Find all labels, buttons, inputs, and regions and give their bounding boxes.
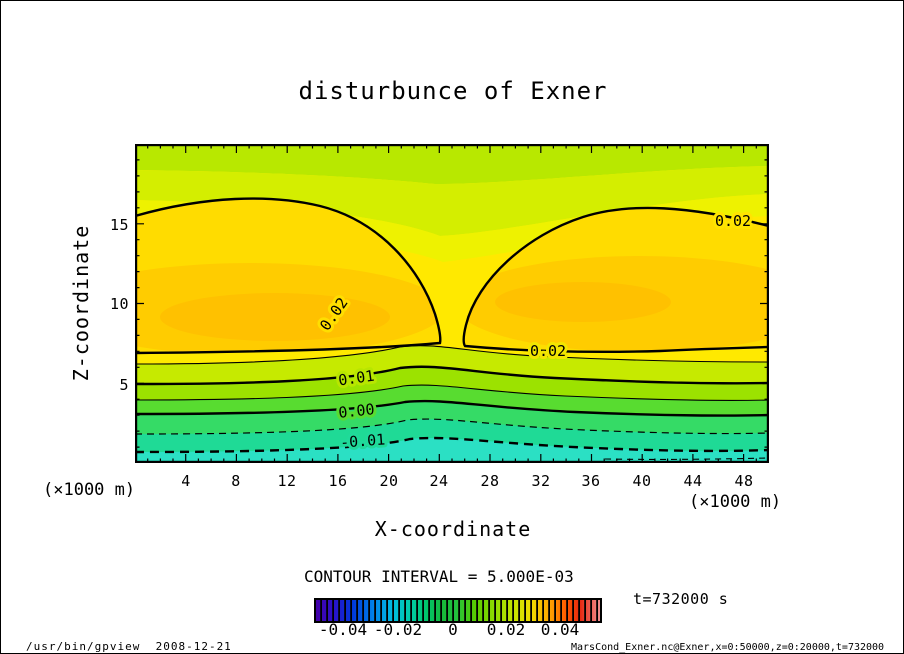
contour-line-0.005	[134, 384, 770, 401]
contour-plot: 0.02 0.02 0.02 0.01 0.00 -0.01	[134, 143, 770, 464]
x-tick-12: 12	[277, 472, 297, 490]
x-tick-20: 20	[379, 472, 399, 490]
colorbar-tick-0.04: 0.04	[540, 620, 580, 639]
x-unit-right: (×1000 m)	[689, 492, 782, 512]
footer-data-source: MarsCond_Exner.nc@Exner,x=0:50000,z=0:20…	[571, 642, 885, 653]
contour-label-0.00: 0.00	[338, 400, 376, 422]
contour-line-0.00	[134, 399, 770, 417]
axis-ticks	[135, 144, 769, 463]
colorbar	[314, 598, 602, 623]
x-tick-48: 48	[734, 472, 754, 490]
contour-label-0.02-right: 0.02	[715, 212, 751, 230]
colorbar-tick-0.02: 0.02	[486, 620, 526, 639]
contour-line--0.015-partial	[604, 457, 770, 460]
contour-label--0.01: -0.01	[340, 430, 386, 451]
y-tick-10: 10	[109, 295, 129, 313]
x-tick-16: 16	[328, 472, 348, 490]
y-tick-15: 15	[109, 216, 129, 234]
colorbar-tick-0: 0	[448, 620, 458, 639]
contour-line--0.01	[134, 436, 770, 454]
x-tick-8: 8	[231, 472, 241, 490]
colorbar-tick--0.04: -0.04	[318, 620, 368, 639]
time-annotation: t=732000 s	[633, 590, 729, 608]
fill-bands	[135, 144, 769, 463]
contour-line--0.005	[134, 418, 770, 435]
y-tick-5: 5	[119, 376, 129, 394]
footer-command-date: /usr/bin/gpview 2008-12-21	[26, 640, 232, 653]
contour-lines	[134, 197, 770, 460]
plot-frame	[134, 143, 770, 464]
x-tick-24: 24	[429, 472, 449, 490]
x-axis-label: X-coordinate	[374, 517, 532, 541]
contour-label-0.02-mid: 0.02	[530, 342, 566, 360]
x-tick-28: 28	[480, 472, 500, 490]
contour-interval-note: CONTOUR INTERVAL = 5.000E-03	[304, 567, 574, 586]
contour-line-0.01	[134, 365, 770, 386]
contour-line-0.02-left	[134, 197, 442, 355]
x-tick-4: 4	[181, 472, 191, 490]
x-tick-44: 44	[683, 472, 703, 490]
y-axis-label: Z-coordinate	[69, 224, 93, 382]
contour-plot-canvas: 0.02 0.02 0.02 0.01 0.00 -0.01	[134, 143, 770, 464]
plot-title: disturbunce of Exner	[298, 77, 608, 105]
contour-line-0.015	[134, 345, 770, 365]
x-unit-left: (×1000 m)	[43, 480, 136, 500]
contour-line-0.02-right	[462, 206, 770, 353]
x-tick-36: 36	[581, 472, 601, 490]
x-tick-32: 32	[531, 472, 551, 490]
colorbar-strip	[316, 600, 600, 621]
x-tick-40: 40	[632, 472, 652, 490]
colorbar-tick--0.02: -0.02	[373, 620, 423, 639]
